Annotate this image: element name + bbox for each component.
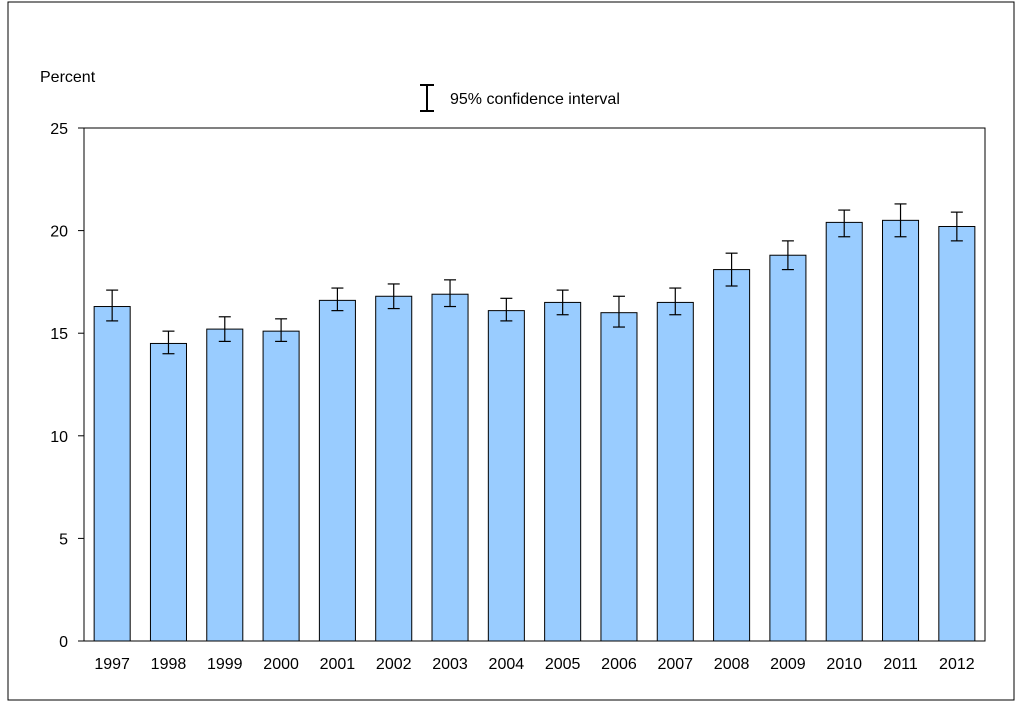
x-tick-label: 2009	[770, 656, 806, 673]
x-tick-label: 2001	[320, 656, 356, 673]
x-tick-label: 2012	[939, 656, 975, 673]
x-axis: 1997 1998 1999 2000 2001 2002 2003 2004 2005 2006…	[94, 656, 974, 673]
bar-2003	[431, 293, 469, 642]
legend-label: 95% confidence interval	[450, 91, 620, 108]
x-tick-label: 2003	[432, 656, 468, 673]
bar-2000	[262, 330, 300, 642]
y-tick-label: 10	[50, 429, 68, 446]
x-tick-label: 1998	[151, 656, 187, 673]
x-tick-label: 2000	[263, 656, 299, 673]
bar-2006	[600, 312, 638, 642]
y-tick-label: 20	[50, 224, 68, 241]
bar-2009	[769, 254, 807, 642]
x-tick-label: 2005	[545, 656, 581, 673]
bar-2008	[713, 269, 751, 642]
bar-2005	[544, 301, 582, 642]
x-tick-label: 1999	[207, 656, 243, 673]
chart-border	[7, 1, 1015, 701]
y-tick-label: 25	[50, 121, 68, 138]
legend: 95% confidence interval	[420, 84, 620, 112]
bar-2010	[825, 221, 863, 642]
y-axis-label: Percent	[40, 69, 96, 86]
y-tick-label: 0	[59, 634, 68, 651]
x-tick-label: 2011	[883, 656, 918, 673]
bar-1999	[206, 328, 244, 642]
bar-2012	[938, 225, 976, 642]
y-axis: 0 5 10 15 20 25	[50, 121, 84, 651]
bar-2002	[375, 295, 413, 642]
x-tick-label: 2008	[714, 656, 750, 673]
y-tick-label: 15	[50, 326, 68, 343]
bar-1997	[93, 306, 131, 642]
bar-2007	[656, 301, 694, 642]
bars-group	[93, 203, 976, 642]
plot-area	[83, 127, 986, 642]
x-tick-label: 2002	[376, 656, 412, 673]
x-tick-label: 2006	[601, 656, 637, 673]
x-tick-label: 2004	[489, 656, 525, 673]
x-tick-label: 2007	[657, 656, 693, 673]
bar-2004	[487, 310, 525, 642]
x-tick-label: 1997	[94, 656, 130, 673]
bar-2001	[318, 299, 356, 642]
bar-2011	[882, 219, 920, 642]
y-tick-label: 5	[59, 531, 68, 548]
x-tick-label: 2010	[826, 656, 862, 673]
bar-1998	[149, 342, 187, 642]
